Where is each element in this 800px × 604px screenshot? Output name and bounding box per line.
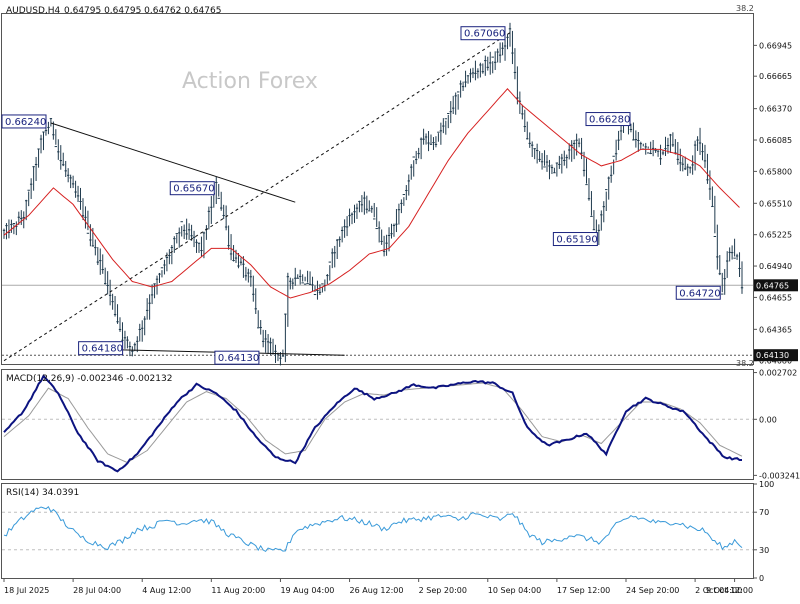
macd-axis-label: -0.003241 (759, 471, 800, 480)
price-annotation-label: 0.67060 (464, 29, 505, 40)
rsi-axis-label: 70 (759, 508, 769, 517)
axis-layer: 0.66945 0.66665 0.66370 0.66085 0.65800 0.655… (3, 41, 800, 595)
price-annotation-box (675, 285, 721, 300)
macd-series-layer (2, 374, 753, 473)
rsi-axis-label: 0 (759, 574, 764, 583)
price-annotation-box (585, 112, 631, 127)
current-price-tag-label: 0.64765 (756, 281, 789, 290)
price-annotation-box (78, 341, 124, 356)
price-axis-label: 0.65225 (759, 231, 792, 240)
rsi-axis-label: 30 (759, 546, 769, 555)
macd-panel-frame (1, 369, 754, 480)
price-annotation-box (1, 114, 47, 129)
price-annotation-label: 0.64720 (679, 288, 720, 299)
macd-axis-label: 0.00 (759, 415, 777, 424)
price-annotation-label: 0.64180 (82, 344, 123, 355)
fib-top-label: 38.2 (736, 4, 754, 13)
time-axis-label: 28 Jul 04:00 (73, 586, 121, 595)
time-axis-label: 2 Sep 20:00 (419, 586, 467, 595)
chart-ohlc-label: 0.64795 0.64795 0.64762 0.64765 (64, 6, 221, 16)
price-annotation-label: 0.65190 (556, 235, 597, 246)
time-axis-label: 18 Jul 2025 (4, 586, 49, 595)
price-axis-label: 0.66370 (759, 105, 792, 114)
trendline-1[interactable] (50, 122, 296, 203)
macd-indicator-label: MACD(12,26,9) -0.002346 -0.002132 (6, 374, 172, 384)
price-axis-label: 0.66085 (759, 136, 792, 145)
price-annotation-label: 0.65670 (173, 184, 214, 195)
trendline-2[interactable] (3, 32, 511, 362)
price-annotation-label: 0.66280 (589, 115, 630, 126)
current-price-tag (754, 279, 798, 292)
support-price-tag (754, 349, 798, 362)
price-axis-label: 0.64655 (759, 293, 792, 302)
time-axis-label: 11 Aug 20:00 (211, 586, 265, 595)
price-axis-label: 0.65800 (759, 167, 792, 176)
price-annotation-label: 0.64130 (218, 353, 259, 364)
rsi-panel-frame (1, 483, 754, 579)
time-axis-label: 4 Aug 12:00 (142, 586, 191, 595)
rsi-axis-label: 100 (759, 480, 774, 489)
price-panel-frame (1, 13, 754, 365)
time-axis-label: 9 Oct 12:00 (706, 586, 753, 595)
time-axis-label: 17 Sep 12:00 (557, 586, 610, 595)
time-axis-label: 19 Aug 04:00 (280, 586, 334, 595)
chart-symbol-label: AUDUSD,H4 (6, 6, 61, 16)
macd-main-line (3, 374, 742, 473)
fib-bottom-label: 38.2 (736, 359, 754, 368)
macd-axis-label: 0.002702 (759, 369, 797, 378)
price-annotation-box (552, 232, 598, 247)
time-axis-label: 2 Oct 04:00 (695, 586, 742, 595)
rsi-indicator-label: RSI(14) 34.0391 (6, 488, 79, 498)
rsi-line (3, 506, 743, 553)
time-axis-label: 10 Sep 04:00 (488, 586, 541, 595)
time-axis-label: 24 Sep 20:00 (626, 586, 679, 595)
price-axis-label: 0.64080 (759, 357, 792, 366)
price-series-layer: 0.66240 0.65670 0.64180 0.64130 0.67060 0.662… (1, 22, 753, 366)
time-axis-label: 26 Aug 12:00 (350, 586, 404, 595)
price-annotation-box (214, 350, 260, 365)
price-annotation-box (460, 26, 506, 41)
price-annotation-label: 0.66240 (5, 117, 46, 128)
watermark: Action Forex (182, 69, 318, 94)
price-annotation-box (169, 181, 215, 196)
price-axis-label: 0.66945 (759, 41, 792, 50)
rsi-series-layer (2, 506, 753, 553)
moving-average-line (3, 88, 740, 299)
price-axis-label: 0.64940 (759, 262, 792, 271)
price-axis-label: 0.66665 (759, 72, 792, 81)
support-price-tag-label: 0.64130 (756, 351, 789, 360)
price-axis-label: 0.65510 (759, 199, 792, 208)
price-axis-label: 0.64365 (759, 325, 792, 334)
